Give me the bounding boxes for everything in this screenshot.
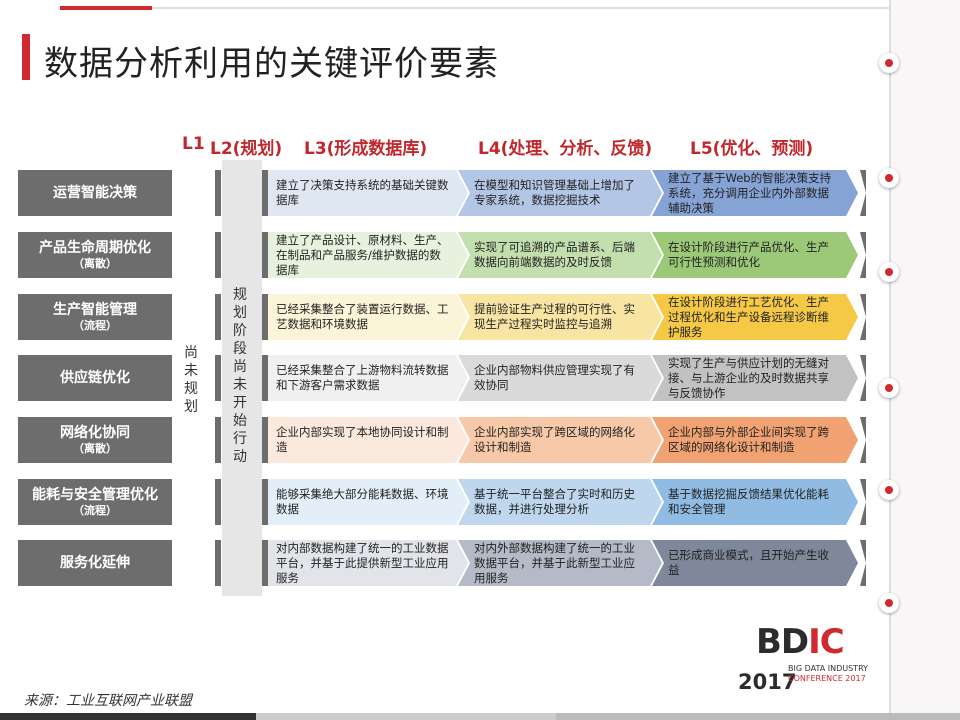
row-marker [262, 294, 268, 340]
nav-dot-icon[interactable] [879, 168, 899, 188]
row-marker [215, 170, 221, 216]
row-marker [215, 355, 221, 401]
header-l1: L1 [182, 134, 205, 154]
l2-column [222, 160, 262, 596]
level-cell-l4: 企业内部物料供应管理实现了有效协同 [458, 355, 662, 401]
header-l3: L3(形成数据库) [304, 139, 428, 159]
row-marker [215, 232, 221, 278]
row-label-title: 网络化协同 [60, 424, 130, 441]
row-label-sub: （离散） [73, 441, 117, 455]
row-label: 供应链优化 [18, 355, 172, 401]
level-cell-l4: 企业内部实现了跨区域的网络化设计和制造 [458, 417, 662, 463]
row-marker [262, 232, 268, 278]
top-divider [152, 7, 892, 9]
logo-line1: BIG DATA INDUSTRY [788, 664, 868, 673]
row-label-sub: （离散） [73, 256, 117, 270]
l2-status-text: 规划阶段 尚未开始行动 [233, 287, 247, 465]
row-label-title: 服务化延伸 [60, 554, 130, 571]
level-cell-l5: 建立了基于Web的智能决策支持系统，充分调用企业内外部数据辅助决策 [652, 170, 858, 216]
level-cell-l3: 企业内部实现了本地协同设计和制造 [268, 417, 468, 463]
level-cell-l3: 建立了决策支持系统的基础关键数据库 [268, 170, 468, 216]
nav-dot-icon[interactable] [879, 593, 899, 613]
row-label: 网络化协同 （离散） [18, 417, 172, 463]
row-label: 生产智能管理 （流程） [18, 294, 172, 340]
row-label: 产品生命周期优化 （离散） [18, 232, 172, 278]
level-cell-l4: 提前验证生产过程的可行性、实现生产过程实时监控与追溯 [458, 294, 662, 340]
level-cell-l4: 在模型和知识管理基础上增加了专家系统，数据挖掘技术 [458, 170, 662, 216]
right-sidebar [891, 0, 960, 720]
level-cell-l3: 已经采集整合了装置运行数据、工艺数据和环境数据 [268, 294, 468, 340]
level-cell-l3: 建立了产品设计、原材料、生产、在制品和产品服务/维护数据的数据库 [268, 232, 468, 278]
nav-dot-icon[interactable] [879, 53, 899, 73]
right-divider [889, 0, 891, 720]
level-cell-l3: 能够采集绝大部分能耗数据、环境数据 [268, 479, 468, 525]
row-label-title: 生产智能管理 [53, 301, 137, 318]
nav-dot-icon[interactable] [879, 480, 899, 500]
level-cell-l3: 已经采集整合了上游物料流转数据和下游客户需求数据 [268, 355, 468, 401]
row-label-title: 运营智能决策 [53, 184, 137, 201]
level-cell-l4: 对内外部数据构建了统一的工业数据平台，并基于此新型工业应用服务 [458, 540, 662, 586]
nav-dot-icon[interactable] [879, 378, 899, 398]
row-marker [262, 540, 268, 586]
row-label-title: 供应链优化 [60, 369, 130, 386]
page-title: 数据分析利用的关键评价要素 [44, 44, 499, 84]
row-label-title: 产品生命周期优化 [39, 239, 151, 256]
row-marker [262, 170, 268, 216]
level-cell-l5: 已形成商业模式，且开始产生收益 [652, 540, 858, 586]
row-marker [262, 479, 268, 525]
l1-status-text: 尚未规划 [184, 345, 198, 415]
nav-dot-icon[interactable] [879, 262, 899, 282]
level-cell-l4: 基于统一平台整合了实时和历史数据，并进行处理分析 [458, 479, 662, 525]
row-marker [262, 355, 268, 401]
source-note: 来源：工业互联网产业联盟 [24, 693, 192, 709]
bottom-bar [0, 713, 960, 720]
row-marker [215, 417, 221, 463]
level-cell-l3: 对内部数据构建了统一的工业数据平台，并基于此提供新型工业应用服务 [268, 540, 468, 586]
row-label-sub: （流程） [73, 318, 117, 332]
row-marker [215, 294, 221, 340]
level-cell-l5: 在设计阶段进行工艺优化、生产过程优化和生产设备远程诊断维护服务 [652, 294, 858, 340]
header-l2: L2(规划) [210, 139, 283, 159]
title-accent-bar [22, 34, 30, 80]
header-l5: L5(优化、预测) [690, 139, 814, 159]
bdic-logo: BDIC BIG DATA INDUSTRY 2017 CONFERENCE 2… [738, 622, 868, 694]
row-marker [215, 540, 221, 586]
row-label: 服务化延伸 [18, 540, 172, 586]
header-l4: L4(处理、分析、反馈) [478, 139, 653, 159]
row-marker [215, 479, 221, 525]
logo-line2: CONFERENCE 2017 [788, 674, 866, 683]
level-cell-l5: 实现了生产与供应计划的无缝对接、与上游企业的及时数据共享与反馈协作 [652, 355, 858, 401]
row-label: 运营智能决策 [18, 170, 172, 216]
level-cell-l4: 实现了可追溯的产品谱系、后端数据向前端数据的及时反馈 [458, 232, 662, 278]
level-cell-l5: 企业内部与外部企业间实现了跨区域的网络化设计和制造 [652, 417, 858, 463]
row-label-title: 能耗与安全管理优化 [32, 486, 158, 503]
level-cell-l5: 在设计阶段进行产品优化、生产可行性预测和优化 [652, 232, 858, 278]
row-label: 能耗与安全管理优化 （流程） [18, 479, 172, 525]
row-marker [262, 417, 268, 463]
level-cell-l5: 基于数据挖掘反馈结果优化能耗和安全管理 [652, 479, 858, 525]
row-label-sub: （流程） [73, 503, 117, 517]
logo-year: 2017 [738, 670, 797, 694]
top-accent-line [60, 6, 152, 10]
